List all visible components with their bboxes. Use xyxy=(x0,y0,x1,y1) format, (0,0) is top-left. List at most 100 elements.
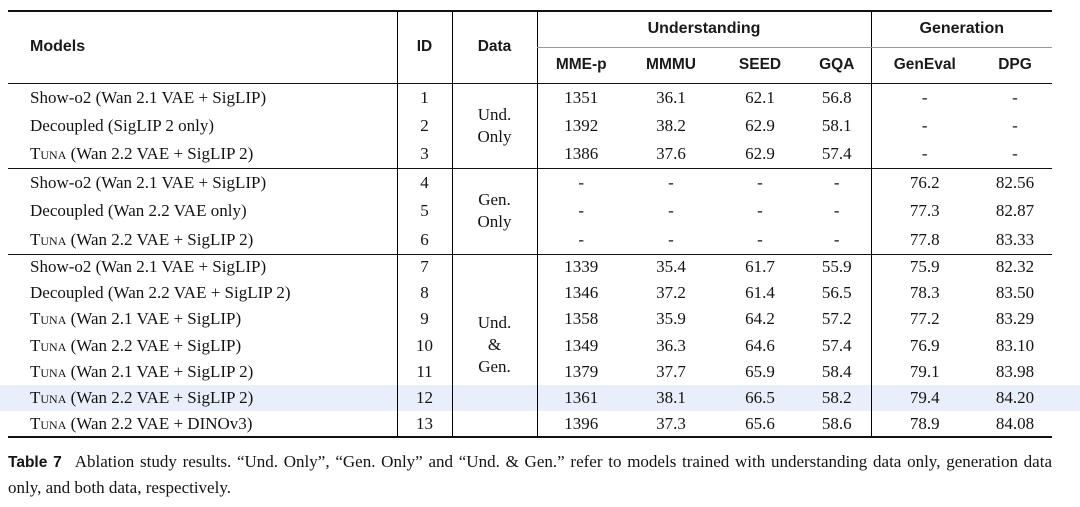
row-id-cell: 13 xyxy=(396,411,452,438)
cell-seed: 65.6 xyxy=(745,413,775,433)
cell-seed: 62.1 xyxy=(745,87,775,107)
cell-mme-p: 1349 xyxy=(536,332,625,359)
col-header-id: ID xyxy=(396,11,452,84)
cell-dpg: 82.56 xyxy=(978,168,1053,197)
table-row: Show-o2 (Wan 2.1 VAE + SigLIP) 1 Und. Only… xyxy=(8,83,1052,169)
cell-gqa: 58.1 xyxy=(821,115,852,135)
cell-seed: 62.9 xyxy=(745,115,775,135)
cell-mme-p: 1392 xyxy=(536,111,625,140)
cell-dpg: 82.32 xyxy=(978,253,1053,281)
col-header-mmmu: MMMU xyxy=(625,47,717,84)
cell-mmmu: 37.6 xyxy=(656,144,686,163)
cell-dpg: - xyxy=(1012,87,1018,107)
row-id-cell: 6 xyxy=(396,225,452,254)
model-name-cell: Show-o2 (Wan 2.1 VAE + SigLIP) xyxy=(8,168,397,197)
row-id-cell: 8 xyxy=(396,280,452,307)
cell-dpg: 83.10 xyxy=(995,335,1035,355)
cell-mme-p: 1386 xyxy=(536,140,625,169)
cell-dpg: 82.87 xyxy=(995,201,1035,221)
cell-seed: - xyxy=(757,201,763,221)
cell-mme-p: 1339 xyxy=(536,253,625,281)
model-smallcaps: Tuna xyxy=(30,413,67,433)
cell-gqa: - xyxy=(833,229,840,249)
cell-seed: 65.9 xyxy=(745,361,775,381)
table-row: Tuna (Wan 2.2 VAE + SigLIP 2) 6 - - - - 77.8 83… xyxy=(8,225,1052,254)
model-smallcaps: Tuna xyxy=(30,144,67,163)
model-name-cell: Tuna (Wan 2.1 VAE + SigLIP) xyxy=(30,309,242,329)
cell-mmmu: 38.1 xyxy=(656,388,686,408)
model-smallcaps: Tuna xyxy=(30,388,67,408)
header-cols-row: MME-p MMMU SEED GQA GenEval DPG xyxy=(8,47,1053,84)
cell-seed: 64.6 xyxy=(745,335,775,355)
cell-gqa: 55.9 xyxy=(803,253,872,281)
model-smallcaps: Tuna xyxy=(30,361,67,381)
cell-mmmu: 37.7 xyxy=(656,361,686,381)
cell-mme-p: 1379 xyxy=(536,358,625,385)
table-row: Tuna (Wan 2.1 VAE + SigLIP 2) 11 1379 37.7 6… xyxy=(8,358,1052,385)
cell-mmmu: - xyxy=(625,168,717,197)
cell-mme-p: - xyxy=(536,197,625,226)
cell-mme-p: - xyxy=(536,225,625,254)
cell-dpg: 84.08 xyxy=(995,413,1035,433)
table-row: Tuna (Wan 2.2 VAE + SigLIP 2) 12 1361 38.1 6… xyxy=(8,384,1052,412)
cell-gqa: - xyxy=(803,168,872,197)
col-group-understanding: Understanding xyxy=(536,11,872,48)
model-name-cell: Decoupled (Wan 2.2 VAE only) xyxy=(30,201,247,221)
row-id-cell: 10 xyxy=(396,332,452,359)
table-row: Tuna (Wan 2.2 VAE + SigLIP) 10 1349 36.3 64.… xyxy=(8,332,1052,359)
col-header-models: Models xyxy=(8,11,397,84)
cell-dpg: 83.98 xyxy=(995,361,1035,381)
table-row: Decoupled (Wan 2.2 VAE + SigLIP 2) 8 1346 3… xyxy=(8,280,1052,307)
cell-seed: 62.9 xyxy=(745,144,775,163)
cell-mme-p: 1346 xyxy=(536,280,625,307)
cell-geneval: 79.4 xyxy=(870,384,979,412)
cell-geneval: - xyxy=(870,111,979,140)
row-id-cell: 12 xyxy=(396,384,452,412)
cell-gqa: 57.2 xyxy=(821,309,852,329)
row-id-cell: 11 xyxy=(396,358,452,385)
table-row: Tuna (Wan 2.1 VAE + SigLIP) 9 1358 35.9 64.2… xyxy=(8,306,1052,333)
col-header-mme-p: MME-p xyxy=(536,47,625,84)
cell-dpg: 83.50 xyxy=(995,283,1035,303)
table-row: Tuna (Wan 2.2 VAE + DINOv3) 13 1396 37.3 65.… xyxy=(8,411,1052,438)
caption-text: Ablation study results. “Und. Only”, “Ge… xyxy=(8,452,1052,498)
cell-seed: - xyxy=(717,168,803,197)
cell-dpg: 83.33 xyxy=(995,229,1035,249)
cell-seed: 66.5 xyxy=(745,388,775,408)
cell-geneval: 75.9 xyxy=(870,253,979,281)
table-body: Show-o2 (Wan 2.1 VAE + SigLIP) 1 Und. Only… xyxy=(8,83,1053,438)
model-name-cell: Tuna (Wan 2.2 VAE + SigLIP 2) xyxy=(30,229,254,249)
model-smallcaps: Tuna xyxy=(30,335,67,355)
row-id-cell: 7 xyxy=(396,253,452,281)
cell-dpg: 83.29 xyxy=(995,309,1035,329)
row-id-cell: 5 xyxy=(396,197,452,226)
results-table: Models ID Data Understanding Generation … xyxy=(8,10,1053,439)
row-id-cell: 3 xyxy=(396,140,452,169)
model-name-cell: Tuna (Wan 2.1 VAE + SigLIP 2) xyxy=(30,361,254,381)
table-header: Models ID Data Understanding Generation … xyxy=(8,11,1053,84)
cell-dpg: - xyxy=(1012,144,1018,163)
table-caption: Table 7 Ablation study results. “Und. Onl… xyxy=(8,449,1052,500)
cell-gqa: 56.8 xyxy=(821,87,852,107)
col-group-generation: Generation xyxy=(870,11,1053,48)
table-row: Show-o2 (Wan 2.1 VAE + SigLIP) 7 Und. & Ge… xyxy=(8,253,1053,438)
cell-mmmu: 37.2 xyxy=(656,283,686,303)
col-header-data: Data xyxy=(451,11,537,84)
cell-mme-p: 1351 xyxy=(536,83,625,112)
row-id-cell: 1 xyxy=(396,83,452,112)
cell-mmmu: 36.3 xyxy=(656,335,686,355)
table-row: Tuna (Wan 2.2 VAE + SigLIP 2) 3 1386 37.6 62… xyxy=(8,140,1052,169)
cell-gqa: 58.4 xyxy=(821,361,852,381)
cell-geneval: 76.2 xyxy=(870,168,979,197)
model-name-cell: Decoupled (SigLIP 2 only) xyxy=(30,115,214,135)
cell-seed: 61.7 xyxy=(717,253,803,281)
caption-label: Table 7 xyxy=(8,454,62,472)
cell-geneval: 79.1 xyxy=(870,358,979,385)
cell-gqa: 58.6 xyxy=(821,413,852,433)
col-header-geneval: GenEval xyxy=(870,47,979,84)
cell-mmmu: 37.3 xyxy=(656,413,686,433)
cell-geneval: 76.9 xyxy=(870,332,979,359)
cell-geneval: - xyxy=(870,140,979,169)
cell-gqa: 56.5 xyxy=(821,283,852,303)
